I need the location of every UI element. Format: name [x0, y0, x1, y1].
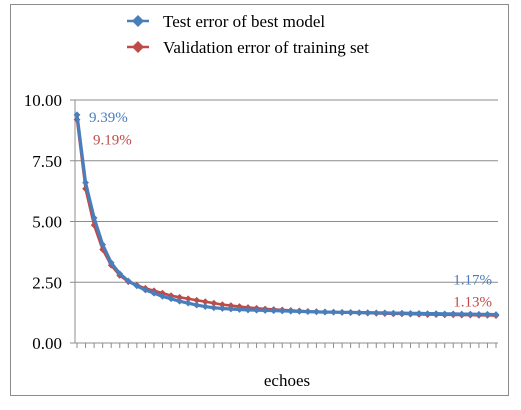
- legend-label: Test error of best model: [163, 12, 325, 31]
- y-tick-labels: 0.00 2.50 5.00 7.50 10.00: [24, 91, 75, 353]
- data-point: [107, 259, 115, 267]
- data-label: 9.19%: [93, 133, 132, 149]
- data-point: [116, 270, 124, 278]
- data-label: 9.39%: [89, 110, 128, 126]
- legend-entry-0: Test error of best model: [127, 12, 325, 31]
- data-point: [330, 308, 337, 316]
- legend-marker: [132, 41, 144, 53]
- data-point: [227, 302, 235, 309]
- data-point: [150, 289, 158, 297]
- data-point: [90, 214, 98, 222]
- data-point: [167, 295, 175, 303]
- legend-marker: [132, 15, 144, 27]
- data-point: [338, 308, 346, 316]
- data-point: [133, 282, 141, 290]
- data-point: [458, 310, 466, 318]
- data-point: [321, 308, 329, 316]
- data-point: [415, 309, 423, 317]
- data-point: [304, 308, 312, 316]
- data-point: [381, 309, 389, 317]
- data-point: [142, 286, 149, 294]
- data-point: [372, 309, 380, 317]
- legend: Test error of best model Validation error…: [127, 12, 369, 57]
- data-point: [432, 310, 440, 317]
- chart-frame: [10, 4, 509, 396]
- data-point: [398, 309, 406, 317]
- series-0: [73, 111, 500, 318]
- series-line-0: [75, 114, 497, 317]
- data-point: [184, 299, 192, 307]
- data-point: [218, 305, 226, 312]
- x-axis-label: echoes: [264, 371, 310, 390]
- data-point: [210, 299, 218, 307]
- y-tick-label: 0.00: [32, 334, 62, 353]
- data-point: [313, 308, 320, 316]
- data-label: 1.13%: [453, 295, 492, 311]
- data-point: [449, 310, 457, 318]
- data-point: [193, 301, 201, 309]
- legend-label: Validation error of training set: [163, 38, 369, 57]
- data-labels: 9.39% 9.19% 1.17% 1.13%: [89, 110, 492, 311]
- data-point: [253, 306, 260, 314]
- data-point: [201, 298, 209, 306]
- data-point: [278, 307, 286, 315]
- data-point: [295, 308, 303, 315]
- data-point: [287, 307, 295, 315]
- data-point: [407, 309, 414, 317]
- data-point: [73, 111, 81, 119]
- data-point: [210, 304, 218, 312]
- data-point: [261, 307, 269, 314]
- legend-entry-1: Validation error of training set: [127, 38, 369, 57]
- data-point: [364, 309, 372, 317]
- data-point: [492, 311, 500, 318]
- data-point: [441, 310, 449, 318]
- x-tick-marks: [76, 343, 497, 348]
- data-point: [227, 305, 235, 313]
- data-point: [124, 277, 132, 285]
- data-point: [82, 179, 89, 187]
- data-point: [244, 306, 252, 314]
- data-label: 1.17%: [453, 273, 492, 289]
- data-point: [475, 310, 483, 318]
- y-tick-label: 7.50: [32, 152, 62, 171]
- y-tick-label: 2.50: [32, 273, 62, 292]
- data-point: [176, 297, 184, 305]
- y-tick-label: 5.00: [32, 213, 62, 232]
- data-point: [159, 292, 166, 300]
- y-tick-label: 10.00: [24, 91, 62, 110]
- data-point: [270, 307, 278, 315]
- data-point: [176, 293, 184, 301]
- data-point: [193, 296, 201, 304]
- grid-lines: [75, 99, 498, 283]
- data-point: [389, 309, 397, 317]
- data-point: [184, 295, 192, 303]
- data-point: [424, 310, 431, 317]
- data-point: [466, 310, 474, 318]
- data-point: [236, 306, 243, 313]
- data-point: [201, 303, 209, 310]
- data-point: [355, 309, 363, 317]
- data-point: [484, 310, 491, 318]
- data-point: [218, 301, 226, 309]
- series-group: [73, 111, 500, 319]
- data-point: [99, 241, 107, 248]
- data-point: [347, 308, 355, 316]
